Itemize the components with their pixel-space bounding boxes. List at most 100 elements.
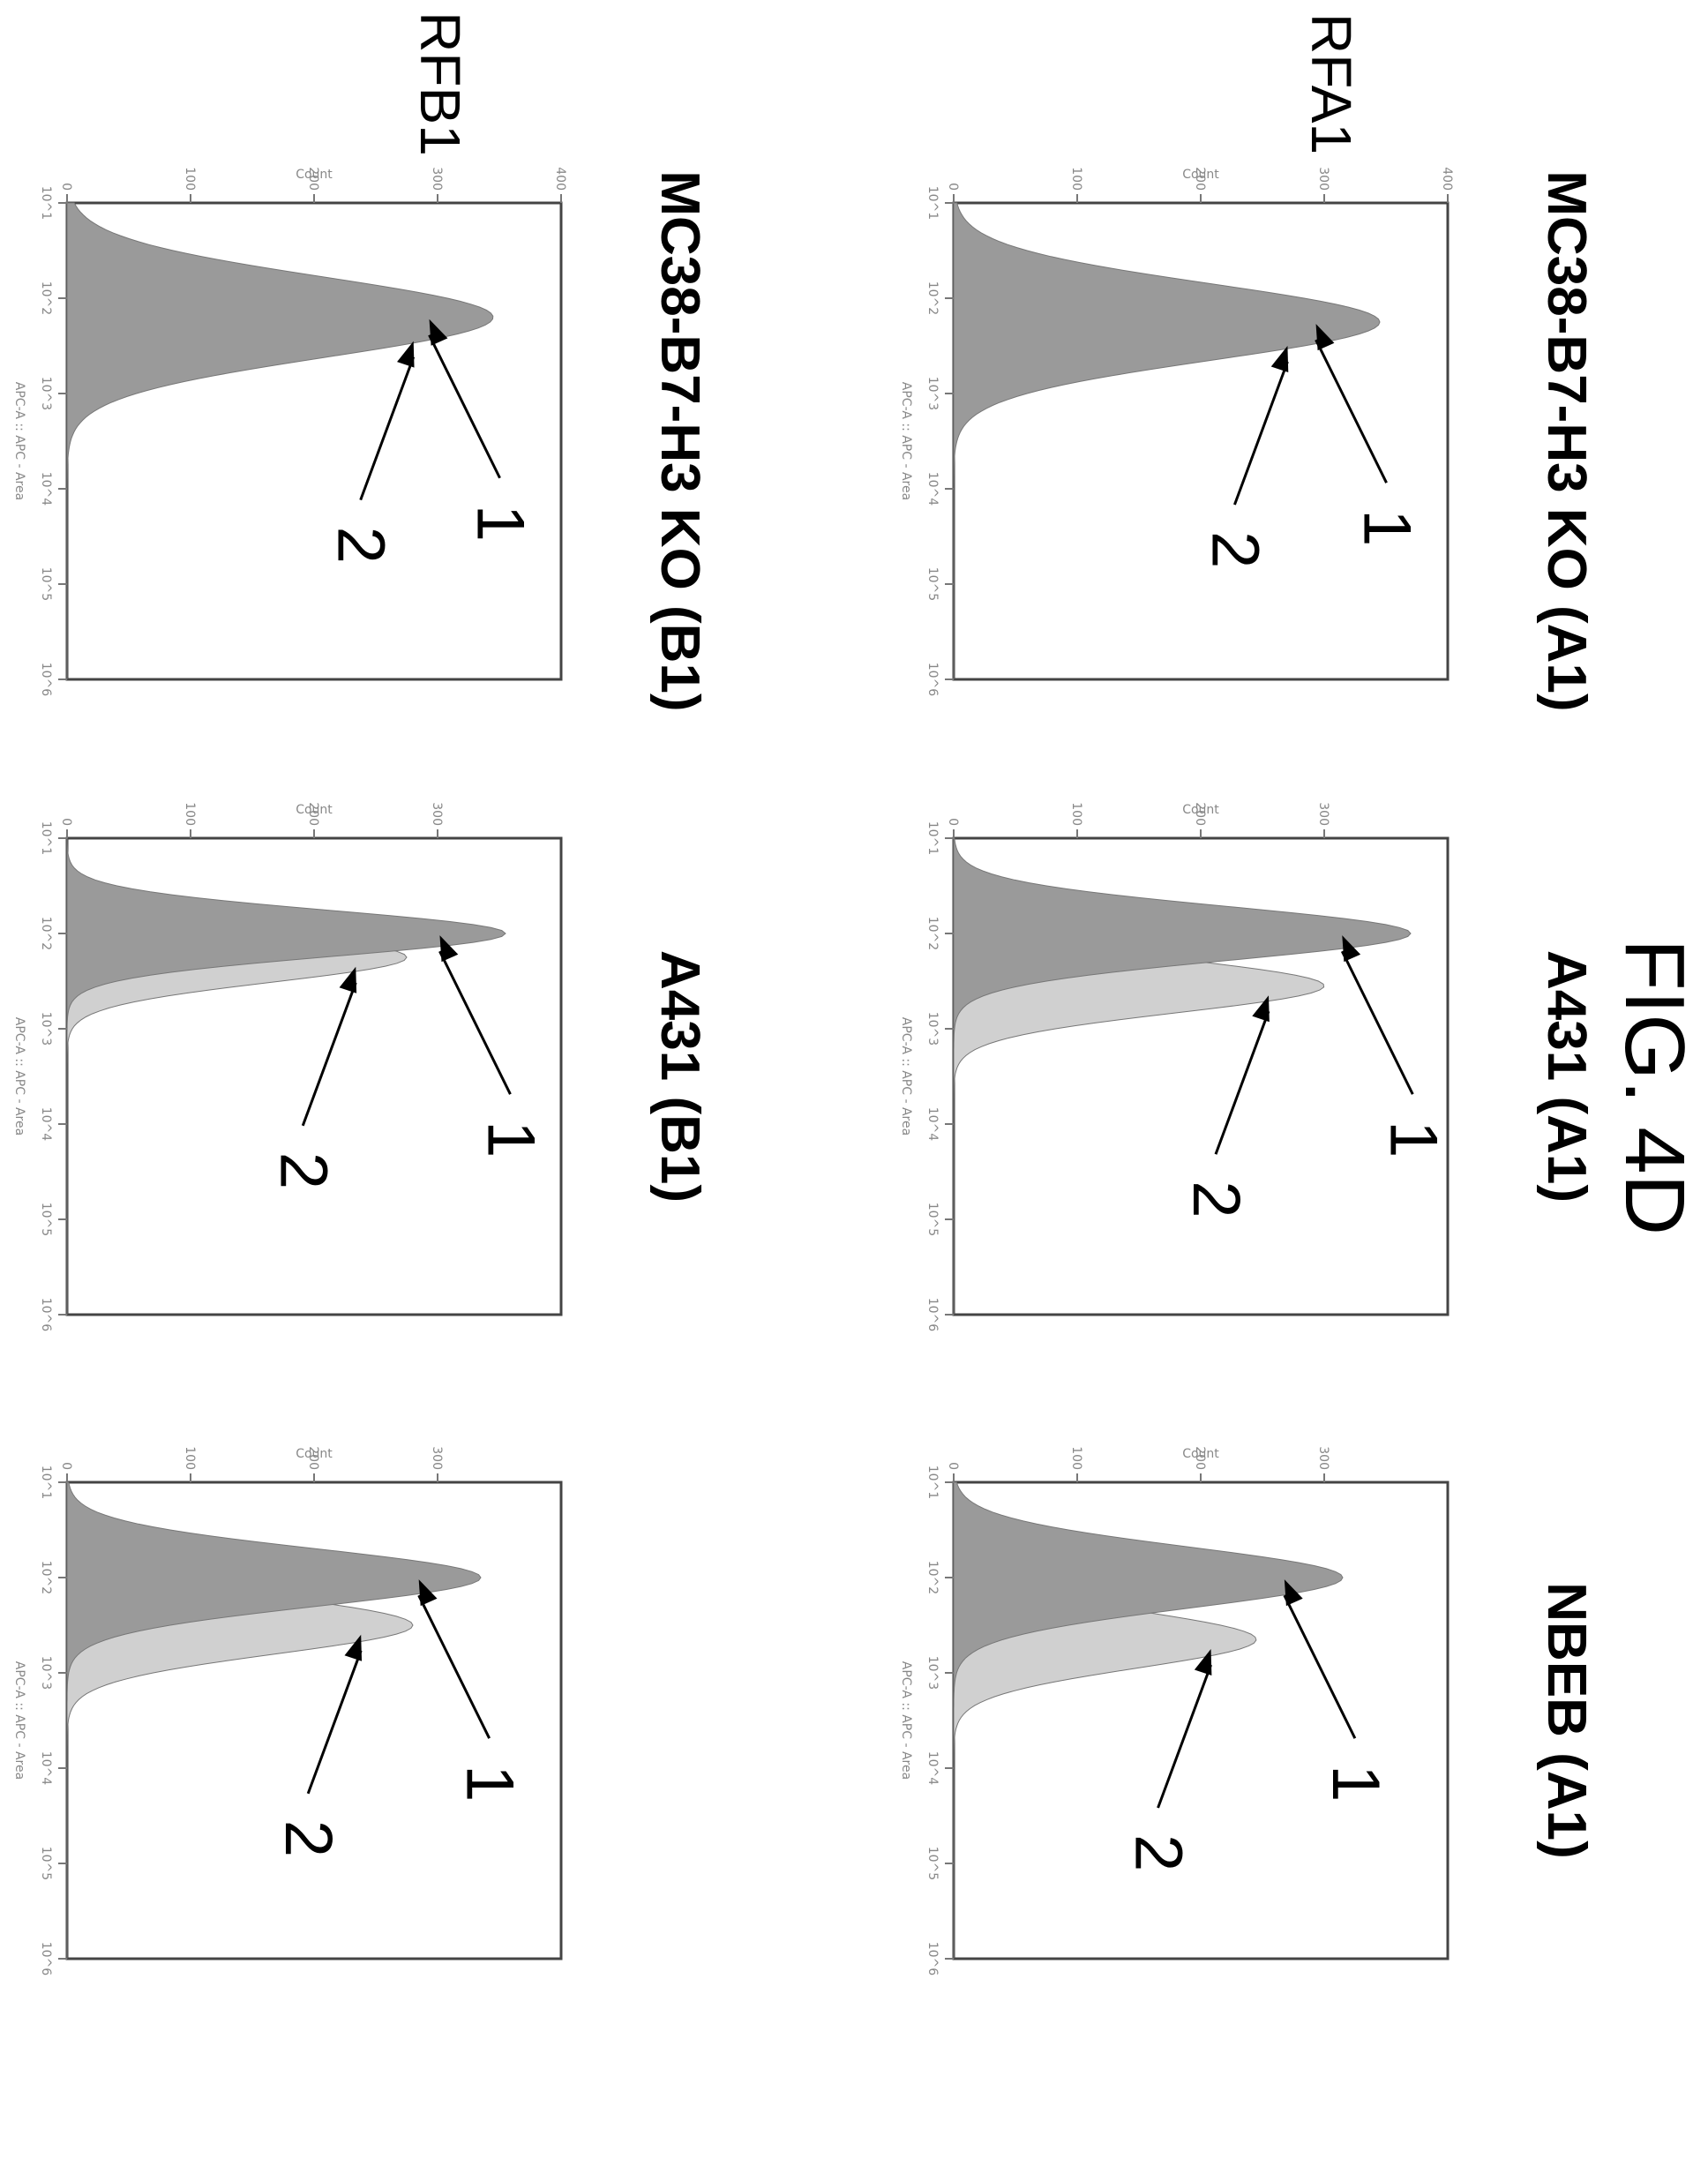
y-tick-label: 300 — [430, 1446, 444, 1470]
y-tick-label: 400 — [553, 167, 567, 191]
histogram-plot-5: 10^1 10^2 10^3 10^4 10^5 10^6 0 100 200 300 APC-A … — [12, 802, 563, 1332]
x-tick-label: 10^3 — [39, 1012, 53, 1046]
x-tick-label: 10^4 — [925, 1751, 940, 1786]
callout-2: 2 — [324, 341, 416, 564]
callout-2: 2 — [1197, 346, 1289, 568]
y-axis-label: Count — [296, 1447, 333, 1461]
y-tick-label: 200 — [306, 167, 320, 191]
x-tick-label: 10^2 — [39, 1561, 53, 1594]
y-tick-label: 100 — [1069, 167, 1083, 191]
x-tick-label: 10^1 — [925, 186, 940, 220]
arrow-line — [417, 1594, 491, 1739]
x-tick-label: 10^4 — [39, 1751, 53, 1786]
y-tick-label: 0 — [946, 183, 960, 191]
x-tick-label: 10^3 — [925, 377, 940, 410]
callout-1: 1 — [1315, 324, 1425, 546]
histogram-series-1 — [953, 837, 1412, 1315]
x-tick-label: 10^6 — [925, 1298, 940, 1332]
y-tick-label: 300 — [1316, 1446, 1330, 1470]
x-tick-label: 10^5 — [39, 1203, 53, 1236]
callout-1: 1 — [1283, 1579, 1393, 1802]
x-tick-label: 10^5 — [39, 1847, 53, 1880]
callout-1: 1 — [438, 935, 548, 1158]
y-axis-label: Count — [296, 168, 333, 182]
arrow-head — [429, 319, 448, 346]
x-axis-label: APC-A :: APC - Area — [899, 382, 913, 500]
callout-label: 1 — [473, 1121, 548, 1158]
arrow-line — [1214, 1010, 1270, 1155]
y-tick-label: 100 — [1069, 1446, 1083, 1470]
y-tick-label: 300 — [1316, 802, 1330, 826]
arrow-line — [1315, 339, 1388, 484]
x-tick-label: 10^4 — [925, 472, 940, 506]
callout-label: 1 — [1350, 509, 1425, 546]
arrow-line — [359, 356, 416, 501]
arrow-head — [439, 935, 459, 963]
y-tick-label: 100 — [1069, 802, 1083, 826]
callout-label: 1 — [453, 1765, 528, 1802]
arrow-head — [339, 966, 357, 993]
arrow-line — [1233, 361, 1289, 506]
arrow-line — [1283, 1594, 1357, 1739]
histogram-plot-2: 10^1 10^2 10^3 10^4 10^5 10^6 0 100 200 300 APC-A … — [899, 802, 1450, 1332]
x-tick-label: 10^1 — [39, 1466, 53, 1499]
callout-2: 2 — [1121, 1649, 1212, 1871]
x-tick-label: 10^2 — [925, 281, 940, 315]
x-tick-label: 10^6 — [39, 1298, 53, 1332]
histogram-series-1 — [953, 1481, 1344, 1959]
arrow-head — [397, 341, 415, 368]
y-tick-label: 0 — [946, 818, 960, 826]
y-tick-label: 200 — [1193, 1446, 1207, 1470]
arrow-line — [1340, 950, 1414, 1095]
y-axis-label: Count — [296, 803, 333, 817]
histogram-plot-3: 10^1 10^2 10^3 10^4 10^5 10^6 0 100 200 300 APC-A … — [899, 1446, 1450, 1976]
y-tick-label: 0 — [59, 818, 73, 826]
arrow-head — [1315, 324, 1335, 351]
x-tick-label: 10^1 — [39, 186, 53, 220]
histogram-series-1 — [66, 837, 506, 1315]
x-axis-label: APC-A :: APC - Area — [899, 1661, 913, 1780]
x-tick-label: 10^2 — [925, 1561, 940, 1594]
y-axis-label: Count — [1182, 168, 1219, 182]
x-axis-label: APC-A :: APC - Area — [12, 1017, 26, 1136]
y-tick-label: 400 — [1440, 167, 1454, 191]
x-tick-label: 10^6 — [39, 1942, 53, 1976]
x-tick-label: 10^1 — [925, 1466, 940, 1499]
y-axis-label: Count — [1182, 1447, 1219, 1461]
callout-label: 2 — [1179, 1181, 1254, 1218]
callout-label: 2 — [1197, 531, 1272, 568]
y-tick-label: 200 — [306, 802, 320, 826]
x-axis-label: APC-A :: APC - Area — [12, 382, 26, 500]
x-tick-label: 10^5 — [925, 567, 940, 601]
arrow-head — [1284, 1579, 1303, 1607]
arrow-head — [1270, 346, 1289, 372]
histogram-series-1 — [66, 1481, 482, 1959]
y-tick-label: 100 — [183, 167, 197, 191]
histogram-plot-6: 10^1 10^2 10^3 10^4 10^5 10^6 0 100 200 300 APC-A … — [12, 1446, 563, 1976]
x-axis-label: APC-A :: APC - Area — [899, 1017, 913, 1136]
y-tick-label: 200 — [306, 1446, 320, 1470]
x-tick-label: 10^1 — [925, 821, 940, 855]
arrow-head — [1252, 995, 1270, 1023]
y-tick-label: 300 — [430, 167, 444, 191]
plot-title: NBEB (A1) — [1536, 1582, 1597, 1859]
callout-label: 2 — [324, 527, 399, 564]
y-tick-label: 100 — [183, 1446, 197, 1470]
arrow-line — [306, 1650, 363, 1795]
arrow-line — [1157, 1664, 1212, 1809]
x-tick-label: 10^3 — [925, 1012, 940, 1046]
histogram-plot-1: 10^1 10^2 10^3 10^4 10^5 10^6 0 100 200 300 400 APC… — [899, 167, 1454, 696]
arrow-head — [344, 1634, 363, 1661]
histogram-series-1 — [953, 202, 1381, 679]
arrow-line — [438, 950, 512, 1095]
x-tick-label: 10^6 — [925, 1942, 940, 1976]
y-tick-label: 100 — [183, 802, 197, 826]
callout-label: 1 — [1375, 1121, 1450, 1158]
x-tick-label: 10^2 — [39, 917, 53, 950]
arrow-head — [1342, 935, 1361, 963]
x-tick-label: 10^2 — [925, 917, 940, 950]
x-axis-label: APC-A :: APC - Area — [12, 1661, 26, 1780]
y-tick-label: 200 — [1193, 167, 1207, 191]
